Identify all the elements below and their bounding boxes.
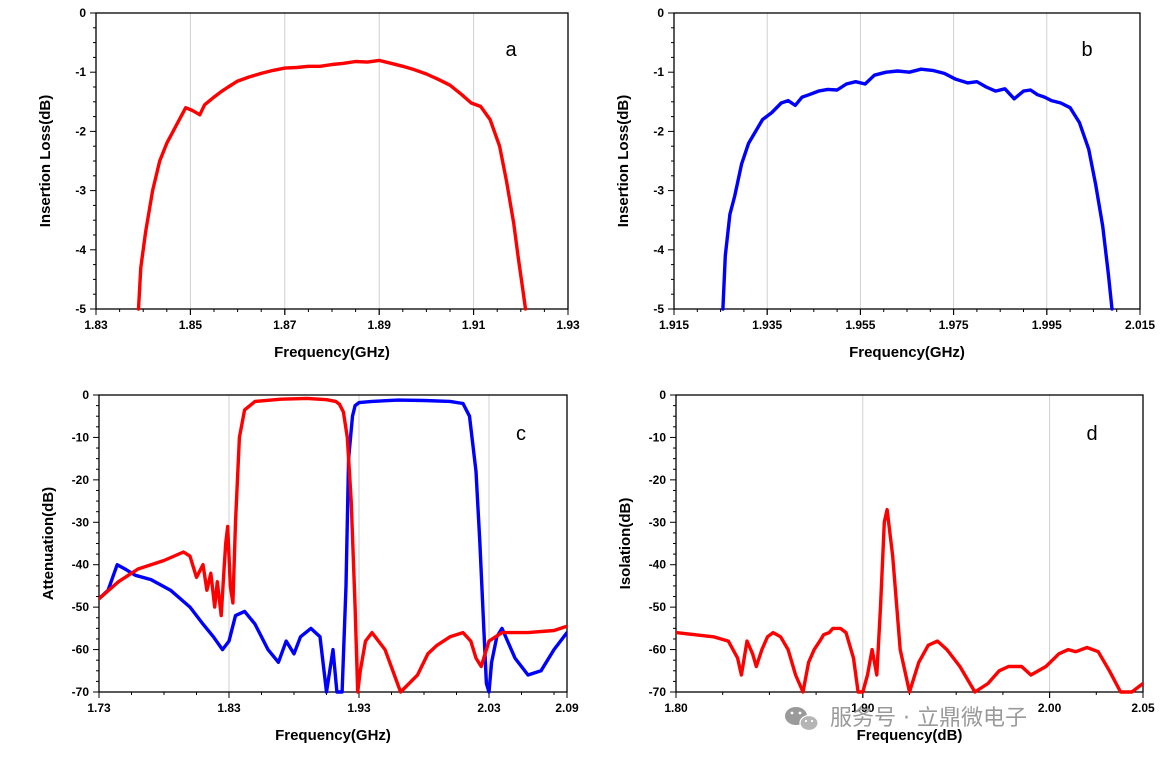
y-tick-label: -3 bbox=[75, 184, 86, 198]
series-line bbox=[99, 398, 567, 694]
y-axis-title: Insertion Loss(dB) bbox=[37, 95, 54, 228]
y-tick-label: -40 bbox=[649, 558, 667, 572]
x-axis-title: Frequency(GHz) bbox=[275, 727, 391, 744]
y-tick-label: -30 bbox=[649, 515, 667, 529]
y-tick-label: -60 bbox=[72, 643, 90, 657]
y-tick-label: 0 bbox=[79, 6, 86, 20]
y-tick-label: -2 bbox=[75, 124, 86, 138]
panel-label: d bbox=[1086, 423, 1097, 445]
x-tick-label: 1.73 bbox=[87, 701, 111, 715]
wechat-icon bbox=[785, 707, 819, 732]
x-tick-label: 1.93 bbox=[556, 318, 580, 332]
y-tick-label: -60 bbox=[649, 643, 667, 657]
y-tick-label: -70 bbox=[649, 685, 667, 699]
y-tick-label: -4 bbox=[653, 243, 664, 257]
y-tick-label: -10 bbox=[649, 430, 667, 444]
y-tick-label: -5 bbox=[75, 302, 86, 316]
y-axis-title: Insertion Loss(dB) bbox=[615, 95, 632, 228]
x-tick-label: 2.05 bbox=[1131, 701, 1155, 715]
panel-label: c bbox=[516, 423, 526, 445]
x-tick-label: 1.83 bbox=[84, 318, 108, 332]
x-tick-label: 1.995 bbox=[1032, 318, 1062, 332]
x-tick-label: 1.87 bbox=[273, 318, 297, 332]
y-tick-label: 0 bbox=[82, 388, 89, 402]
y-tick-label: -1 bbox=[653, 65, 664, 79]
x-axis-title: Frequency(dB) bbox=[857, 727, 963, 744]
x-tick-label: 1.975 bbox=[939, 318, 969, 332]
x-axis-title: Frequency(GHz) bbox=[274, 344, 390, 361]
chart-panel-c: 0 -10 -20 -30 -40 -50 -60 -70 1.73 1.83 1.93 2.03 2.… bbox=[40, 388, 579, 744]
y-tick-label: -10 bbox=[72, 430, 90, 444]
chart-panel-b: 0 -1 -2 -3 -4 -5 1.915 1.935 1.955 1.975 1.995 2.01… bbox=[615, 6, 1155, 361]
x-tick-label: 1.955 bbox=[845, 318, 875, 332]
y-tick-label: 0 bbox=[659, 388, 666, 402]
x-tick-label: 1.90 bbox=[851, 701, 875, 715]
series-line bbox=[721, 67, 1114, 311]
panel-label: b bbox=[1081, 39, 1092, 61]
y-tick-label: -30 bbox=[72, 515, 90, 529]
x-tick-label: 2.09 bbox=[555, 701, 579, 715]
y-axis-title: Isolation(dB) bbox=[617, 498, 634, 590]
series-line bbox=[136, 58, 528, 311]
watermark-text: 服务号 · 立鼎微电子 bbox=[830, 706, 1027, 731]
y-tick-label: -40 bbox=[72, 558, 90, 572]
chart-panel-d: 0 -10 -20 -30 -40 -50 -60 -70 1.80 1.90 2.00 2.05 Fr… bbox=[617, 388, 1155, 744]
plot-frame bbox=[98, 394, 568, 693]
y-tick-label: -4 bbox=[75, 243, 86, 257]
y-tick-label: -20 bbox=[649, 473, 667, 487]
x-tick-label: 1.915 bbox=[659, 318, 689, 332]
x-tick-label: 2.015 bbox=[1125, 318, 1155, 332]
x-tick-label: 1.83 bbox=[217, 701, 241, 715]
x-tick-label: 2.03 bbox=[477, 701, 501, 715]
x-tick-label: 1.91 bbox=[462, 318, 486, 332]
x-tick-label: 1.93 bbox=[347, 701, 371, 715]
x-tick-label: 1.80 bbox=[664, 701, 688, 715]
x-axis-title: Frequency(GHz) bbox=[849, 344, 965, 361]
y-tick-label: -50 bbox=[72, 600, 90, 614]
y-tick-label: -5 bbox=[653, 302, 664, 316]
series-line bbox=[99, 396, 567, 694]
x-tick-label: 2.00 bbox=[1038, 701, 1062, 715]
x-tick-label: 1.89 bbox=[368, 318, 392, 332]
y-tick-label: -70 bbox=[72, 685, 90, 699]
y-tick-label: 0 bbox=[657, 6, 664, 20]
y-axis-title: Attenuation(dB) bbox=[40, 487, 57, 600]
y-tick-label: -3 bbox=[653, 184, 664, 198]
series-line bbox=[676, 507, 1143, 694]
y-tick-label: -1 bbox=[75, 65, 86, 79]
x-tick-label: 1.935 bbox=[752, 318, 782, 332]
chart-panel-a: 0 -1 -2 -3 -4 -5 1.83 1.85 1.87 1.89 1.91 1.93 Frequ… bbox=[37, 6, 580, 361]
x-tick-label: 1.85 bbox=[179, 318, 203, 332]
plot-frame bbox=[95, 12, 569, 310]
watermark: 服务号 · 立鼎微电子 bbox=[785, 706, 1027, 732]
y-tick-label: -20 bbox=[72, 473, 90, 487]
y-tick-label: -2 bbox=[653, 124, 664, 138]
y-tick-label: -50 bbox=[649, 600, 667, 614]
panel-label: a bbox=[505, 39, 517, 61]
